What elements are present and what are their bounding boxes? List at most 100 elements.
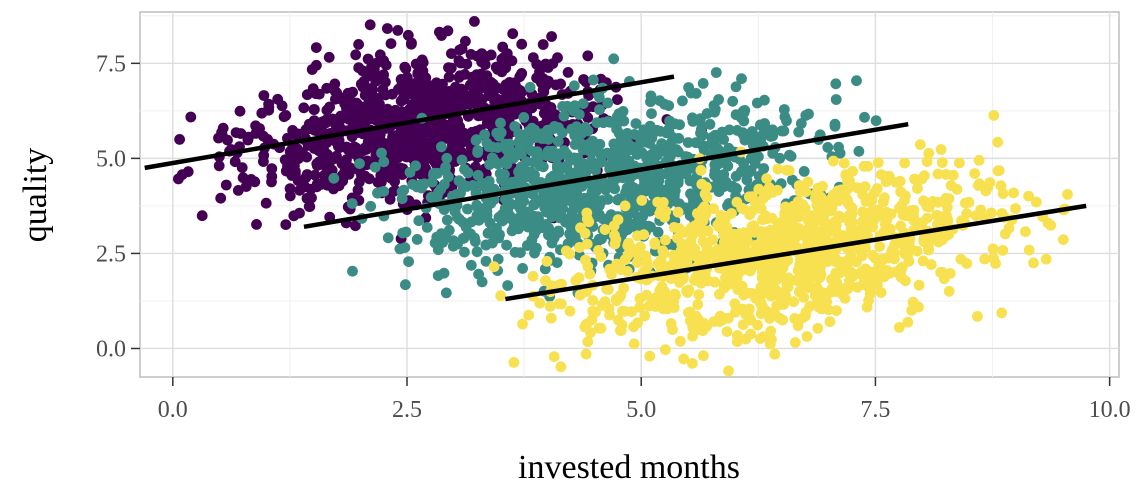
scatter-point <box>350 220 361 232</box>
scatter-point <box>795 118 807 129</box>
scatter-point <box>831 305 842 316</box>
scatter-point <box>750 239 762 251</box>
scatter-point <box>916 173 928 185</box>
scatter-point <box>669 195 681 207</box>
x-tick-label: 10.0 <box>1089 397 1131 423</box>
scatter-point <box>594 104 605 116</box>
scatter-point <box>410 77 421 89</box>
scatter-point <box>884 223 896 235</box>
scatter-point <box>491 223 502 234</box>
scatter-point <box>353 39 364 50</box>
scatter-point <box>768 260 779 271</box>
scatter-point <box>822 142 834 153</box>
scatter-point <box>230 127 242 138</box>
scatter-point <box>917 255 929 267</box>
scatter-point <box>501 239 512 251</box>
scatter-point <box>773 289 784 301</box>
scatter-point <box>867 249 879 261</box>
scatter-point <box>309 169 321 181</box>
scatter-point <box>415 179 426 190</box>
scatter-point <box>758 331 769 343</box>
scatter-point <box>440 287 452 299</box>
y-axis-ticks: 0.0 2.5 5.0 7.5 <box>96 51 140 362</box>
scatter-point <box>760 230 772 242</box>
y-tick-label: 7.5 <box>96 51 126 77</box>
scatter-point <box>677 95 688 107</box>
scatter-point <box>359 142 371 154</box>
scatter-point <box>440 161 451 173</box>
scatter-point <box>465 49 477 60</box>
x-tick-label: 7.5 <box>860 397 890 423</box>
scatter-point <box>260 197 272 209</box>
scatter-point <box>575 196 586 208</box>
scatter-point <box>249 176 261 188</box>
scatter-point <box>658 188 669 199</box>
scatter-point <box>730 109 742 121</box>
scatter-point <box>1045 219 1057 231</box>
scatter-point <box>1008 187 1019 199</box>
scatter-point <box>601 283 612 295</box>
scatter-point <box>367 84 378 96</box>
scatter-point <box>545 172 557 184</box>
scatter-point <box>290 169 301 180</box>
scatter-point <box>546 31 557 42</box>
scatter-point <box>540 58 552 70</box>
scatter-point <box>803 282 815 294</box>
scatter-point <box>851 75 862 87</box>
scatter-point <box>387 136 399 148</box>
scatter-point <box>479 129 490 141</box>
scatter-point <box>875 287 887 298</box>
scatter-point <box>417 65 429 77</box>
scatter-point <box>337 175 349 187</box>
scatter-point <box>266 176 277 188</box>
scatter-point <box>328 172 340 184</box>
scatter-point <box>382 23 393 34</box>
scatter-point <box>395 74 407 85</box>
scatter-point <box>802 176 814 188</box>
scatter-point <box>436 141 447 153</box>
scatter-point <box>869 187 880 199</box>
scatter-point <box>684 315 696 327</box>
scatter-point <box>908 214 919 226</box>
scatter-point <box>847 165 858 177</box>
scatter-point <box>984 177 996 189</box>
scatter-point <box>433 99 445 111</box>
scatter-point <box>568 80 580 92</box>
scatter-point <box>858 242 870 254</box>
scatter-point <box>913 279 925 291</box>
scatter-point <box>815 269 827 280</box>
scatter-point <box>890 176 902 188</box>
scatter-point <box>793 180 805 191</box>
scatter-point <box>497 214 509 226</box>
scatter-point <box>545 195 556 207</box>
scatter-point <box>453 55 465 66</box>
scatter-point <box>577 98 589 109</box>
scatter-point <box>938 273 950 285</box>
scatter-point <box>730 81 742 93</box>
scatter-point <box>709 276 721 288</box>
scatter-point <box>473 268 484 280</box>
scatter-point <box>380 59 392 71</box>
scatter-point <box>672 206 684 218</box>
scatter-point <box>731 183 742 195</box>
scatter-point <box>714 288 725 300</box>
scatter-point <box>664 177 676 189</box>
scatter-point <box>940 192 952 204</box>
scatter-point <box>343 90 355 102</box>
scatter-point <box>389 176 400 187</box>
scatter-point <box>659 98 670 110</box>
scatter-point <box>996 208 1008 219</box>
scatter-point <box>596 233 607 245</box>
scatter-point <box>365 200 377 212</box>
scatter-point <box>969 168 981 179</box>
scatter-point <box>923 147 935 159</box>
scatter-point <box>995 180 1007 192</box>
scatter-point <box>749 226 760 238</box>
scatter-point <box>689 274 700 286</box>
scatter-point <box>454 95 466 106</box>
scatter-point <box>988 252 999 264</box>
scatter-point <box>695 113 706 124</box>
scatter-point <box>527 174 539 185</box>
scatter-point <box>485 119 497 130</box>
scatter-point <box>580 121 591 133</box>
